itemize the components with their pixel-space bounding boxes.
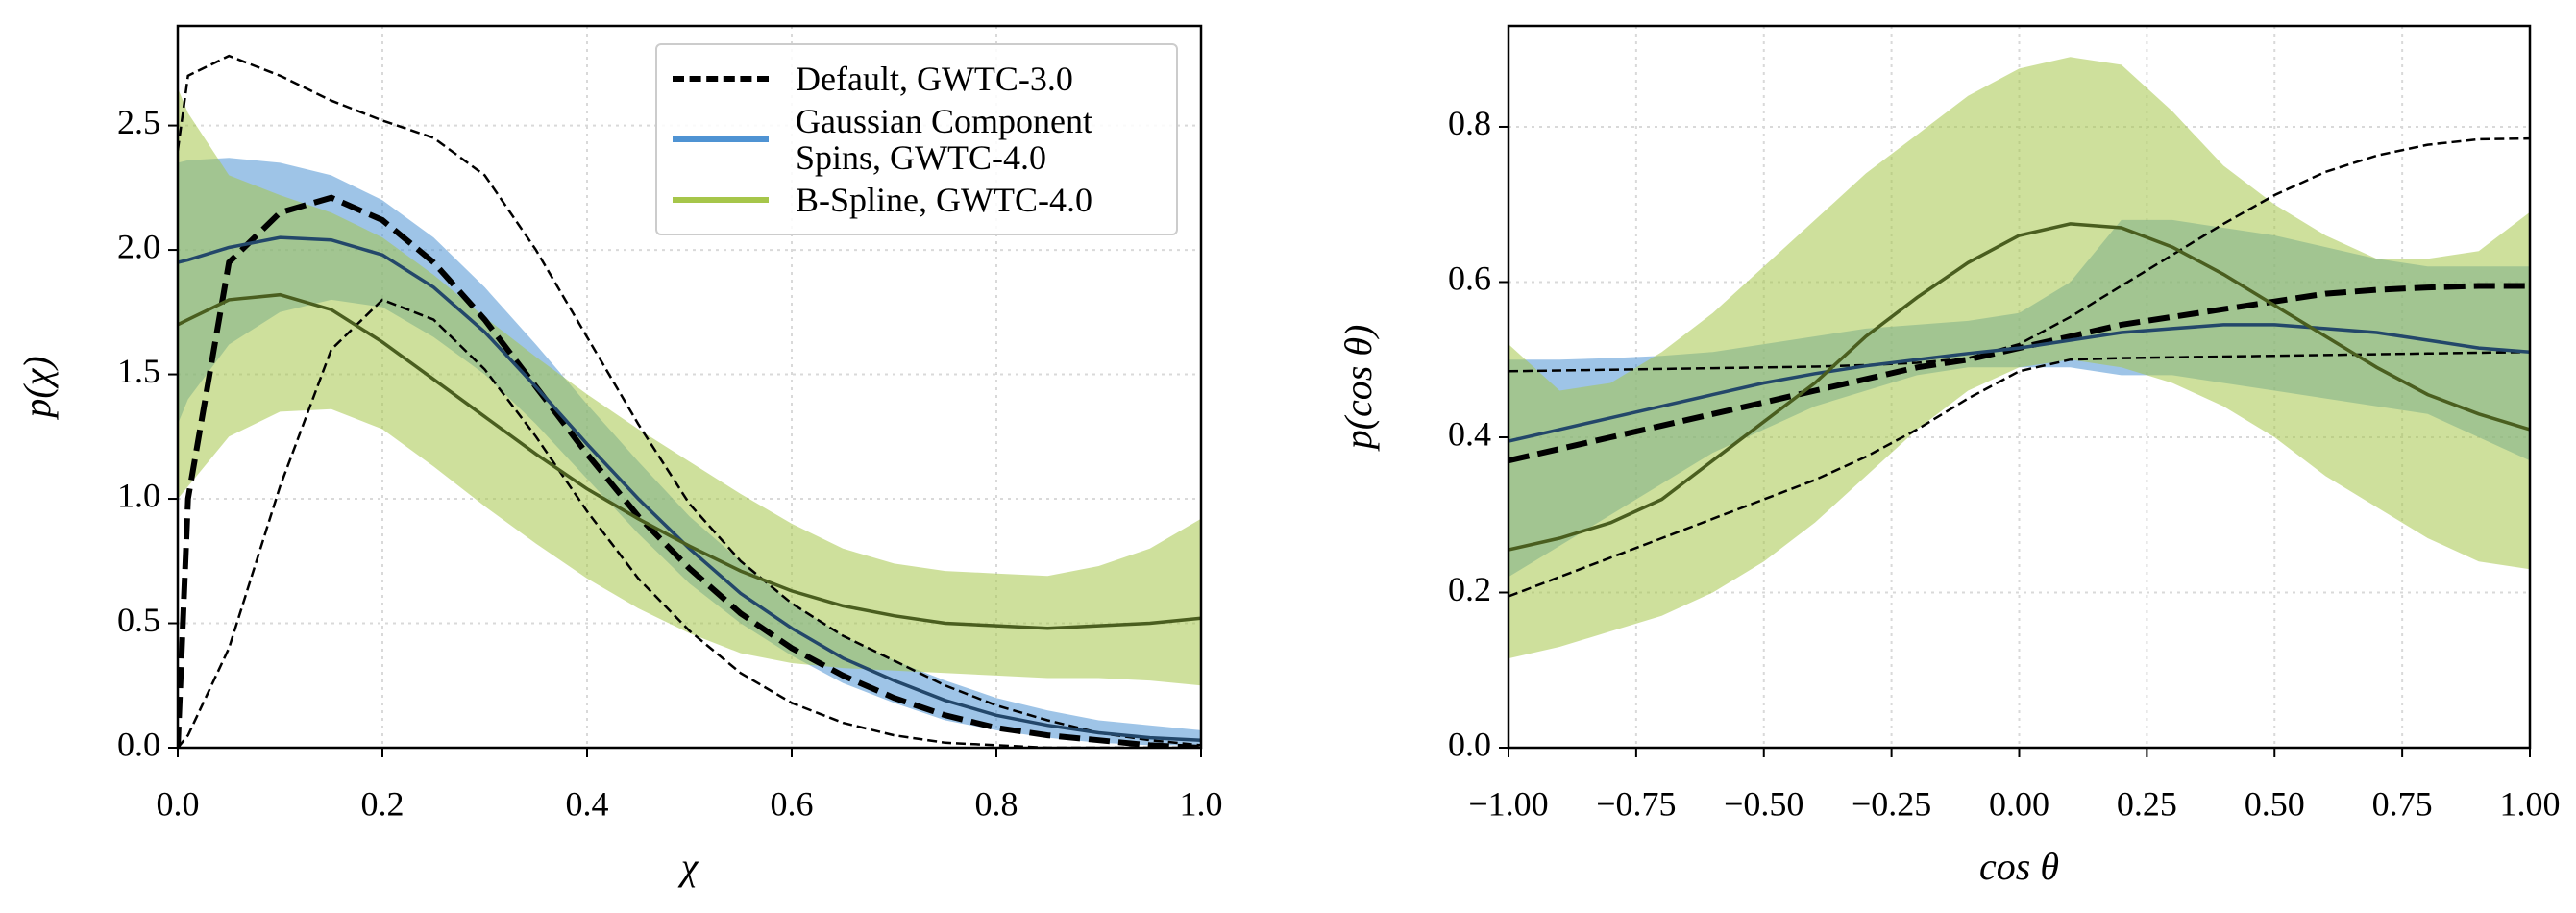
x-tick-label: 0.00 — [1989, 784, 2049, 823]
legend-label: Default, GWTC-3.0 — [796, 60, 1073, 98]
x-tick-label: 0.25 — [2117, 784, 2177, 823]
x-tick-label: −0.25 — [1852, 784, 1931, 823]
legend-key — [673, 197, 769, 203]
x-tick-label: 0.50 — [2245, 784, 2305, 823]
axes-frame — [1507, 24, 2532, 750]
y-tick-label: 2.0 — [117, 227, 160, 265]
bound-line — [178, 298, 1201, 748]
x-tick-label: 0.8 — [975, 784, 1018, 823]
legend-entry: B-Spline, GWTC-4.0 — [673, 182, 1161, 218]
y-tick-label: 1.0 — [117, 476, 160, 514]
bound-line — [1509, 350, 2530, 598]
legend-key — [673, 136, 769, 142]
axes-frame — [176, 24, 1203, 750]
bound-line — [1509, 136, 2530, 373]
y-tick-label: 0.8 — [1448, 104, 1491, 142]
x-tick-label: 0.4 — [566, 784, 609, 823]
median-line — [178, 194, 1201, 748]
x-tick-label: 0.75 — [2372, 784, 2433, 823]
plot-area — [178, 54, 1201, 748]
x-axis-label: cos θ — [1979, 845, 2059, 888]
bound-line — [178, 54, 1201, 747]
y-tick-label: 2.5 — [117, 103, 160, 141]
legend-entry: Default, GWTC-3.0 — [673, 61, 1161, 97]
x-axis-label: χ — [677, 845, 699, 888]
x-tick-label: 0.2 — [361, 784, 405, 823]
x-tick-label: 1.0 — [1180, 784, 1223, 823]
legend-key — [673, 76, 769, 82]
median-line — [1509, 323, 2530, 443]
legend-entry: Gaussian Component Spins, GWTC-4.0 — [673, 103, 1161, 176]
median-line — [178, 292, 1201, 630]
x-tick-label: 1.00 — [2500, 784, 2561, 823]
y-tick-label: 0.6 — [1448, 259, 1491, 298]
legend-label: Gaussian Component Spins, GWTC-4.0 — [796, 102, 1092, 177]
x-tick-label: 0.0 — [157, 784, 200, 823]
y-tick-label: 0.0 — [117, 725, 160, 763]
median-line — [178, 235, 1201, 742]
y-axis-label: p(χ) — [15, 356, 59, 420]
y-tick-label: 1.5 — [117, 352, 160, 390]
x-tick-label: 0.6 — [771, 784, 814, 823]
legend: Default, GWTC-3.0 Gaussian Component Spin… — [655, 43, 1178, 235]
median-line — [1509, 222, 2530, 552]
y-tick-label: 0.5 — [117, 601, 160, 639]
x-tick-label: −1.00 — [1468, 784, 1548, 823]
y-tick-label: 0.4 — [1448, 414, 1491, 453]
y-tick-label: 0.0 — [1448, 725, 1491, 763]
y-axis-label: p(cos θ) — [1337, 325, 1380, 453]
y-tick-label: 0.2 — [1448, 570, 1491, 608]
x-tick-label: −0.75 — [1596, 784, 1676, 823]
legend-label: B-Spline, GWTC-4.0 — [796, 181, 1092, 219]
band — [1509, 57, 2530, 659]
plot-area — [1509, 57, 2530, 659]
x-tick-label: −0.50 — [1724, 784, 1803, 823]
